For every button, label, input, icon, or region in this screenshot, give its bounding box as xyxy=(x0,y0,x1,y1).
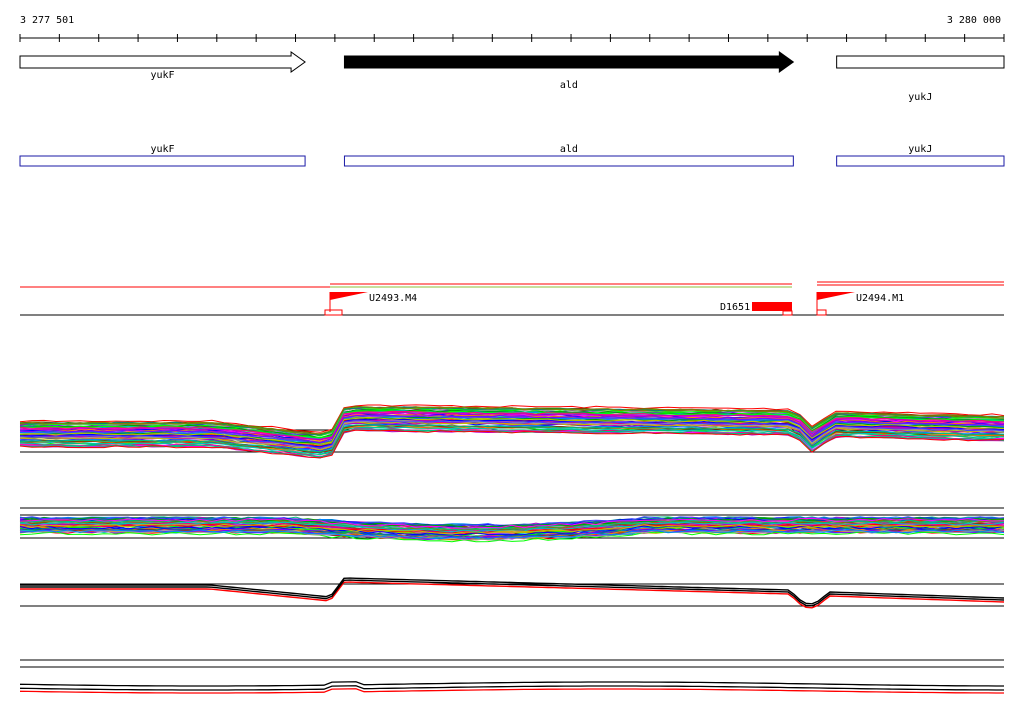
promoter-flag-icon xyxy=(330,292,368,300)
average-line xyxy=(19,688,1004,694)
average-line xyxy=(20,581,1005,609)
promoter-flag-icon xyxy=(817,292,855,300)
gene-label: yukF xyxy=(150,70,174,81)
promoter-base xyxy=(324,309,343,316)
profile-line xyxy=(19,429,1005,458)
profile-line xyxy=(19,420,1005,450)
gene-arrow xyxy=(19,51,306,73)
profile-line xyxy=(19,531,1005,543)
coordinate-ruler: 3 277 501 3 280 000 xyxy=(19,15,1005,42)
profile-line xyxy=(19,416,1005,445)
features-track: U2493.M4 U2494.M1 D1651 xyxy=(20,281,1004,316)
cds-box xyxy=(343,155,794,167)
profile-line xyxy=(19,424,1005,453)
ruler-start-label: 3 277 501 xyxy=(20,15,74,26)
gene-yukF: yukF xyxy=(19,51,306,81)
promoter-base xyxy=(816,309,827,316)
profile-line xyxy=(19,517,1005,529)
cds-box xyxy=(19,155,306,167)
average-line xyxy=(20,577,1005,605)
cds-label: ald xyxy=(560,144,578,155)
cds-box xyxy=(836,155,1005,167)
cds-ald: ald xyxy=(343,144,794,167)
gene-arrow xyxy=(343,51,795,73)
average-line xyxy=(19,681,1004,687)
gene-ald: ald xyxy=(343,51,795,91)
terminator-label: D1651 xyxy=(720,302,750,313)
promoter-label: U2494.M1 xyxy=(856,293,904,304)
profile-line xyxy=(19,523,1005,535)
promoter-label: U2493.M4 xyxy=(369,293,417,304)
expression-track-2 xyxy=(19,507,1005,543)
profile-line xyxy=(19,525,1005,536)
ruler-end-label: 3 280 000 xyxy=(947,15,1001,26)
terminator-bar xyxy=(752,302,792,311)
cds-yukJ: yukJ xyxy=(836,144,1005,167)
profile-line xyxy=(19,422,1004,451)
promoter-u2494: U2494.M1 xyxy=(816,292,904,316)
profile-line xyxy=(19,424,1005,453)
profile-line xyxy=(19,406,1005,435)
promoter-u2493: U2493.M4 xyxy=(324,292,417,316)
expression-track-1 xyxy=(19,404,1005,459)
profile-line xyxy=(19,415,1005,444)
gene-label: yukJ xyxy=(908,92,932,103)
expression-track-3 xyxy=(20,577,1005,609)
profile-line xyxy=(19,410,1005,440)
terminator-base xyxy=(782,310,793,316)
average-line xyxy=(20,579,1005,607)
cds-label: yukJ xyxy=(908,144,932,155)
gene-yukJ: yukJ xyxy=(836,55,1005,103)
profile-line xyxy=(19,420,1005,449)
profile-line xyxy=(19,527,1005,539)
cds-track: yukF ald yukJ xyxy=(19,144,1005,167)
profile-line xyxy=(19,414,1005,444)
gene-label: ald xyxy=(560,80,578,91)
gene-track: yukF ald yukJ xyxy=(19,51,1005,103)
cds-yukF: yukF xyxy=(19,144,306,167)
terminator-d1651: D1651 xyxy=(720,302,793,316)
profile-line xyxy=(19,411,1005,441)
average-line xyxy=(19,685,1004,691)
profile-line xyxy=(19,529,1005,540)
ruler-ticks xyxy=(19,34,1005,42)
gene-arrow xyxy=(836,55,1005,69)
cds-label: yukF xyxy=(150,144,174,155)
profile-line xyxy=(19,429,1005,459)
profile-line xyxy=(19,404,1005,433)
expression-track-4 xyxy=(19,659,1004,694)
